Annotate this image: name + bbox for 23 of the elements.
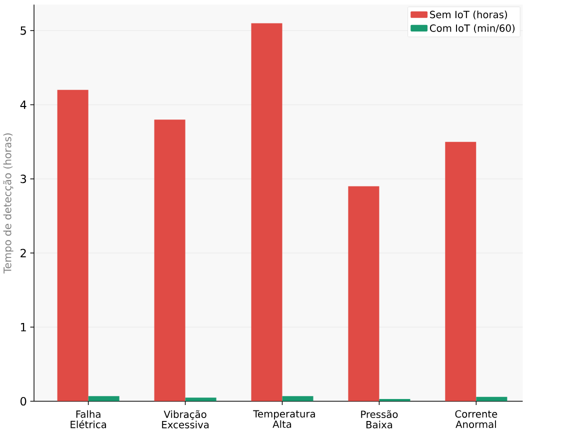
bar — [476, 396, 508, 402]
bar — [348, 186, 380, 402]
y-tick-label: 4 — [20, 100, 26, 110]
bar — [282, 396, 314, 402]
y-axis-title: Tempo de detecção (horas) — [3, 134, 14, 274]
y-tick-label: 1 — [21, 323, 26, 332]
legend-label: Sem IoT (horas) — [430, 10, 507, 20]
y-tick-label: 2 — [20, 248, 26, 258]
x-tick-label: Falha Elétrica — [70, 410, 106, 428]
y-tick-label: 0 — [20, 397, 26, 406]
bar — [445, 142, 476, 402]
bar — [185, 398, 216, 402]
bar — [154, 120, 186, 402]
y-tick-label: 3 — [20, 174, 26, 184]
x-tick-label: Temperatura Alta — [253, 410, 315, 428]
x-tick-label: Pressão Baixa — [361, 410, 398, 429]
x-tick-label: Corrente Anormal — [455, 410, 498, 428]
y-tick-label: 5 — [20, 26, 26, 35]
x-tick-label: Vibração Excessiva — [162, 410, 209, 429]
bar — [88, 396, 120, 402]
legend-label: Com IoT (min/60) — [430, 24, 515, 34]
bar — [57, 90, 88, 402]
bar — [251, 23, 282, 402]
